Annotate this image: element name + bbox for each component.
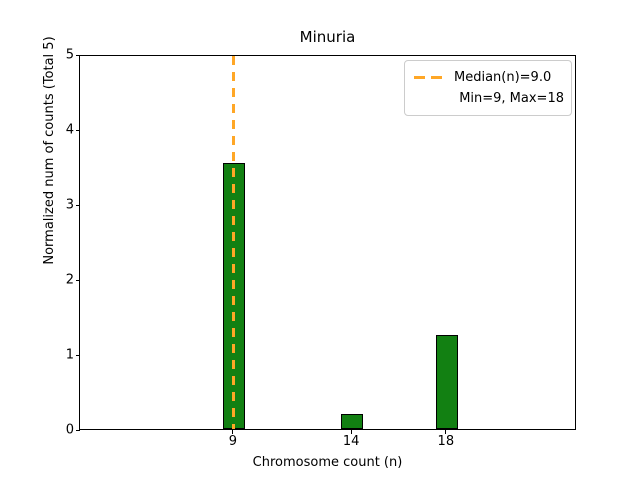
legend: Median(n)=9.0 Min=9, Max=18: [404, 60, 572, 116]
x-axis-label: Chromosome count (n): [252, 455, 403, 470]
median-line: [232, 56, 236, 429]
legend-label-median: Median(n)=9.0: [454, 70, 552, 85]
x-tick-label: 18: [437, 434, 455, 449]
y-tick-label: 3: [65, 197, 74, 213]
y-tick-label: 5: [65, 47, 74, 63]
legend-label-minmax: Min=9, Max=18: [459, 91, 564, 106]
y-tick-mark: [75, 279, 80, 281]
x-tick-mark: [445, 430, 447, 434]
legend-item-median: Median(n)=9.0: [413, 67, 564, 88]
y-tick-label: 4: [65, 122, 74, 138]
y-tick-mark: [75, 54, 80, 56]
y-tick-mark: [75, 354, 80, 356]
y-tick-mark: [75, 129, 80, 131]
bar-18: [435, 335, 458, 429]
y-tick-mark: [75, 429, 80, 431]
y-tick-label: 1: [65, 347, 74, 363]
x-tick-mark: [350, 430, 352, 434]
dashed-line-icon: [413, 72, 445, 84]
y-tick-label: 0: [65, 422, 74, 438]
legend-item-minmax: Min=9, Max=18: [413, 88, 564, 109]
x-tick-label: 9: [228, 434, 237, 449]
y-tick-mark: [75, 204, 80, 206]
plot-area: [79, 55, 576, 430]
x-tick-label: 14: [342, 434, 360, 449]
bar-14: [341, 414, 364, 429]
x-tick-mark: [232, 430, 234, 434]
y-tick-label: 2: [65, 272, 74, 288]
median-line-layer: [80, 56, 575, 429]
page-title: Minuria: [299, 28, 356, 46]
